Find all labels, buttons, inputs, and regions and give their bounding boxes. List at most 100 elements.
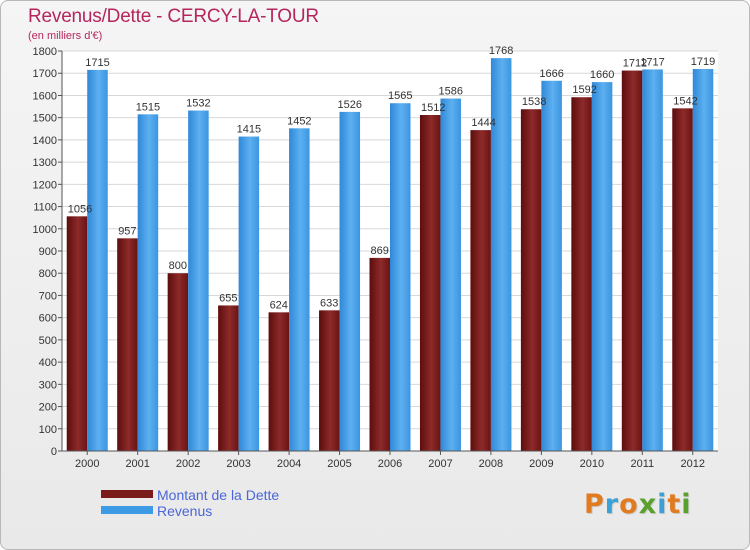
dette-value-label: 800 — [169, 260, 187, 272]
x-tick-label: 2007 — [428, 458, 452, 470]
dette-value-label: 869 — [371, 245, 389, 257]
dette-bar — [319, 310, 340, 451]
logo-letter: o — [619, 489, 639, 520]
revenus-value-label: 1515 — [136, 101, 160, 113]
revenus-bar — [339, 111, 361, 451]
revenus-value-label: 1768 — [489, 45, 513, 57]
dette-value-label: 633 — [320, 297, 338, 309]
dette-value-label: 1056 — [68, 203, 92, 215]
revenus-value-label: 1452 — [287, 115, 311, 127]
revenus-value-label: 1415 — [237, 124, 261, 136]
chart-title: Revenus/Dette - CERCY-LA-TOUR — [28, 6, 319, 27]
revenus-bar — [591, 82, 613, 451]
y-tick-label: 700 — [39, 290, 57, 302]
legend-label-dette: Montant de la Dette — [157, 487, 280, 503]
revenus-bar — [642, 69, 663, 451]
y-tick-label: 500 — [39, 335, 57, 347]
y-tick-label: 200 — [39, 402, 57, 414]
revenus-bar — [87, 69, 108, 451]
revenus-value-label: 1586 — [438, 86, 462, 98]
dette-bar — [117, 238, 138, 451]
x-tick-label: 2012 — [681, 458, 705, 470]
revenus-bar — [692, 69, 714, 451]
x-tick-label: 2001 — [125, 458, 149, 470]
revenus-bar — [390, 103, 411, 451]
y-tick-label: 1700 — [33, 68, 57, 80]
dette-bar — [571, 97, 592, 451]
y-tick-label: 300 — [39, 379, 57, 391]
revenus-value-label: 1526 — [338, 99, 362, 111]
revenus-value-label: 1660 — [590, 69, 614, 81]
x-tick-label: 2006 — [378, 458, 402, 470]
x-tick-label: 2002 — [176, 458, 200, 470]
y-tick-label: 1300 — [33, 157, 57, 169]
y-tick-label: 1000 — [33, 224, 57, 236]
legend-swatch-dette — [101, 490, 153, 498]
logo-letter: r — [604, 489, 620, 520]
y-tick-label: 1400 — [33, 135, 57, 147]
revenus-bar — [137, 114, 159, 451]
logo-letter: P — [584, 489, 605, 520]
revenus-value-label: 1717 — [640, 56, 664, 68]
dette-bar — [167, 273, 189, 451]
revenus-value-label: 1565 — [388, 90, 412, 102]
logo-letter: t — [667, 489, 682, 520]
dette-value-label: 655 — [219, 292, 237, 304]
dette-value-label: 624 — [270, 299, 288, 311]
x-tick-label: 2003 — [226, 458, 250, 470]
revenus-value-label: 1666 — [539, 68, 563, 80]
revenus-value-label: 1719 — [691, 56, 715, 68]
chart-subtitle: (en milliers d'€) — [28, 30, 103, 42]
dette-bar — [520, 109, 542, 451]
x-tick-label: 2009 — [529, 458, 553, 470]
dette-value-label: 1712 — [623, 58, 647, 70]
revenus-bar — [238, 136, 260, 452]
proxiti-logo: Proxiti — [584, 489, 692, 520]
dette-value-label: 1542 — [673, 95, 697, 107]
y-tick-label: 900 — [39, 246, 57, 258]
dette-value-label: 1592 — [572, 84, 596, 96]
x-tick-label: 2005 — [327, 458, 351, 470]
y-tick-label: 1500 — [33, 113, 57, 125]
dette-bar — [470, 130, 491, 451]
x-tick-label: 2008 — [479, 458, 503, 470]
dette-bar — [218, 305, 239, 451]
dette-bar — [621, 70, 643, 452]
revenus-value-label: 1715 — [85, 57, 109, 69]
dette-bar — [369, 257, 390, 451]
revenus-bar — [541, 80, 562, 452]
dette-value-label: 957 — [118, 225, 136, 237]
y-tick-label: 800 — [39, 268, 57, 280]
y-tick-label: 600 — [39, 313, 57, 325]
dette-value-label: 1538 — [522, 96, 546, 108]
legend-swatch-revenus — [101, 506, 153, 514]
revenus-bar — [490, 58, 512, 451]
revenus-bar — [289, 128, 310, 451]
y-tick-label: 100 — [39, 424, 57, 436]
logo-letter: i — [681, 489, 692, 520]
y-tick-label: 1800 — [33, 46, 57, 58]
dette-bar — [268, 312, 290, 451]
y-tick-label: 1600 — [33, 90, 57, 102]
y-tick-label: 1100 — [33, 202, 57, 214]
revenus-value-label: 1532 — [186, 98, 210, 110]
y-tick-label: 400 — [39, 357, 57, 369]
y-tick-label: 1200 — [33, 179, 57, 191]
dette-bar — [66, 216, 88, 451]
legend-label-revenus: Revenus — [157, 503, 213, 519]
x-tick-label: 2010 — [580, 458, 604, 470]
x-tick-label: 2011 — [630, 458, 654, 470]
dette-value-label: 1444 — [471, 117, 495, 129]
y-tick-label: 0 — [51, 446, 57, 458]
dette-bar — [672, 108, 693, 451]
revenus-bar — [440, 98, 461, 452]
revenus-bar — [188, 110, 209, 452]
logo-letter: x — [638, 489, 658, 520]
dette-bar — [419, 115, 441, 451]
x-tick-label: 2000 — [75, 458, 99, 470]
dette-value-label: 1512 — [421, 102, 445, 114]
logo-letter: i — [657, 489, 668, 520]
x-tick-label: 2004 — [277, 458, 301, 470]
